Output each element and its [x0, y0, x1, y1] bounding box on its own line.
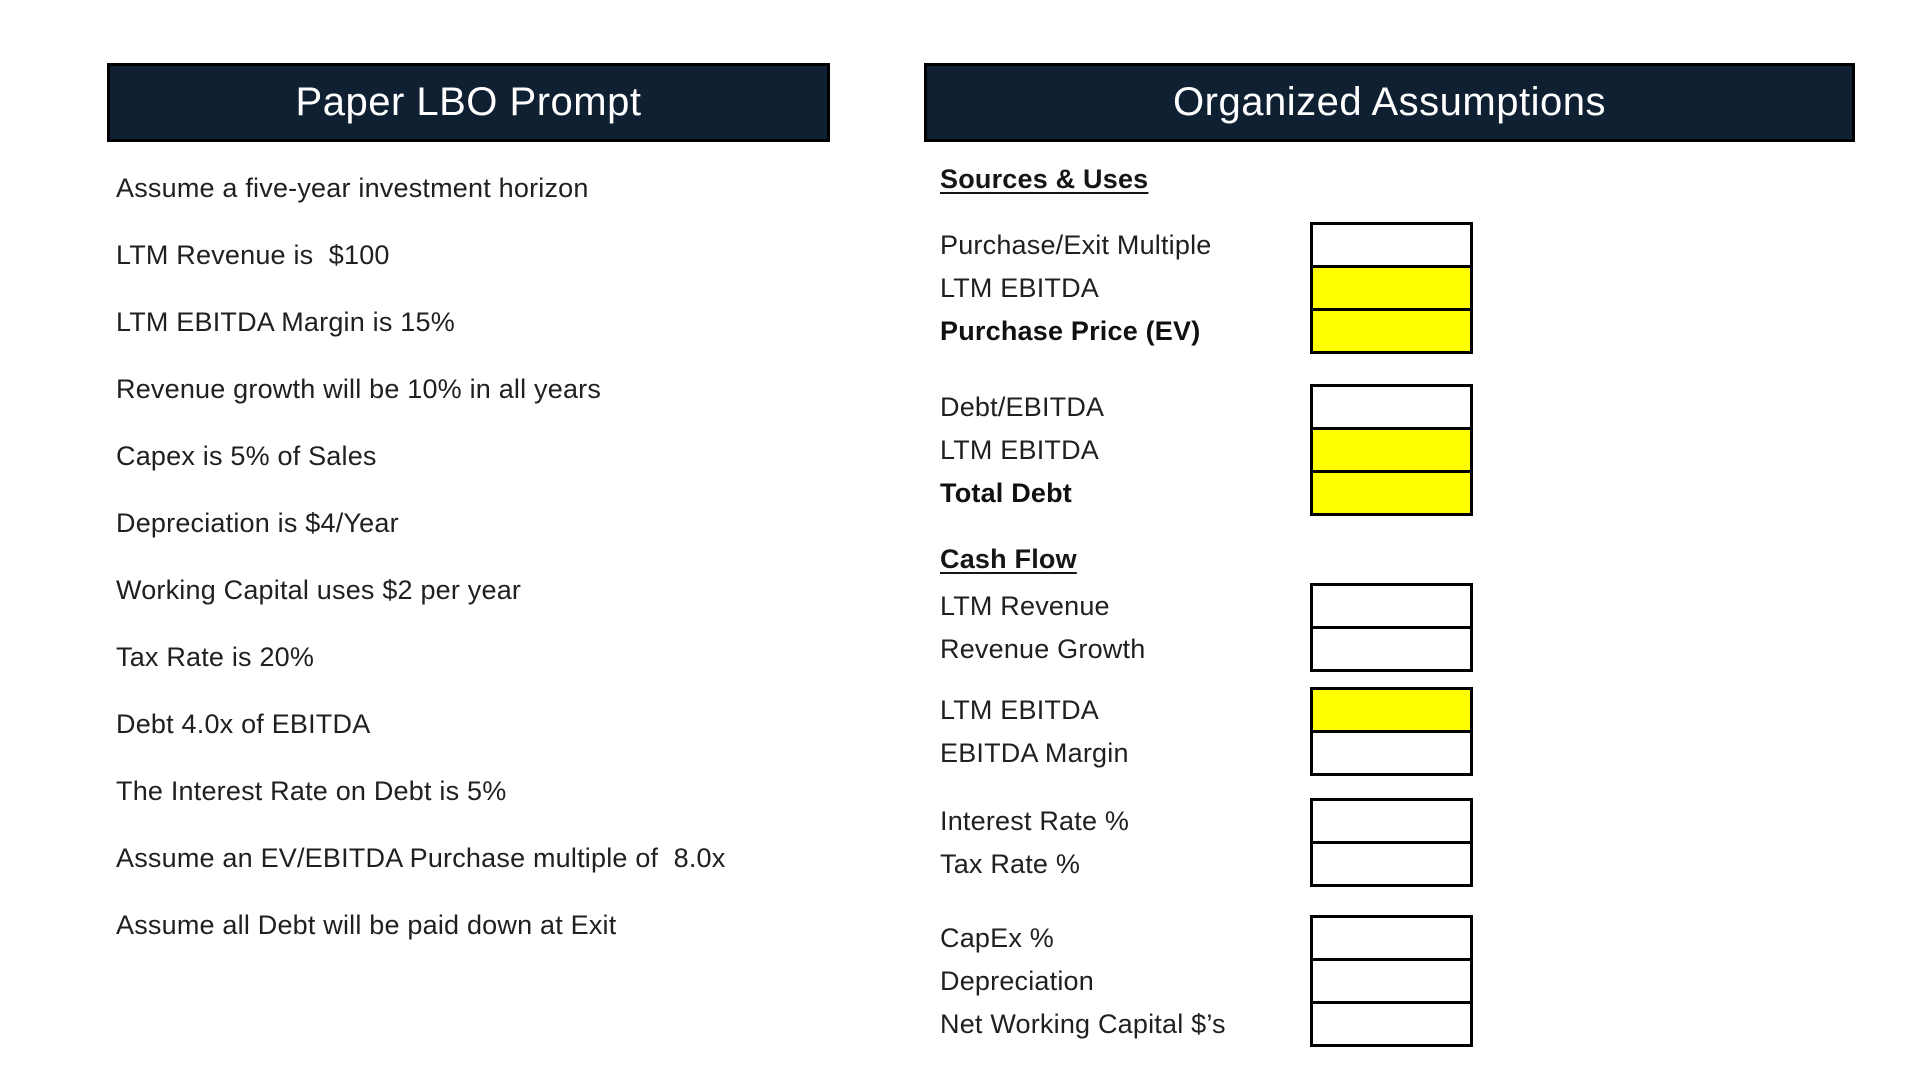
- ltm-ebitda-label: LTM EBITDA: [940, 273, 1100, 303]
- assumption-row: Total Debt: [940, 470, 1500, 516]
- prompt-item-3: LTM EBITDA Margin is 15%: [116, 307, 455, 337]
- ltm-ebitda-cell[interactable]: [1310, 265, 1473, 311]
- left-panel-header: Paper LBO Prompt: [107, 63, 830, 142]
- tax-rate-label: Tax Rate %: [940, 849, 1081, 879]
- ltm-ebitda-cell[interactable]: [1310, 427, 1473, 473]
- sources-uses-heading: Sources & Uses: [940, 164, 1149, 194]
- revenue-group: LTM Revenue Revenue Growth: [940, 583, 1500, 672]
- prompt-item-10: The Interest Rate on Debt is 5%: [116, 776, 507, 806]
- assumption-row: LTM EBITDA: [940, 265, 1500, 311]
- prompt-item-2: LTM Revenue is $100: [116, 240, 390, 270]
- rates-group: Interest Rate % Tax Rate %: [940, 798, 1500, 887]
- ebitda-margin-label: EBITDA Margin: [940, 738, 1129, 768]
- prompt-item-7: Working Capital uses $2 per year: [116, 575, 522, 605]
- total-debt-cell[interactable]: [1310, 470, 1473, 516]
- assumption-row: CapEx %: [940, 915, 1500, 961]
- capex-group: CapEx % Depreciation Net Working Capital $…: [940, 915, 1500, 1047]
- net-working-capital-s-cell[interactable]: [1310, 1001, 1473, 1047]
- purchase-group: Purchase/Exit Multiple LTM EBITDA Purchase…: [940, 222, 1500, 354]
- interest-rate-label: Interest Rate %: [940, 806, 1130, 836]
- prompt-item-8: Tax Rate is 20%: [116, 642, 315, 672]
- purchase-exit-multiple-cell[interactable]: [1310, 222, 1473, 268]
- prompt-item-11: Assume an EV/EBITDA Purchase multiple of…: [116, 843, 726, 873]
- ltm-revenue-cell[interactable]: [1310, 583, 1473, 629]
- assumption-row: LTM EBITDA: [940, 427, 1500, 473]
- assumption-row: Depreciation: [940, 958, 1500, 1004]
- debt-group: Debt/EBITDA LTM EBITDA Total Debt: [940, 384, 1500, 516]
- ebitda-group: LTM EBITDA EBITDA Margin: [940, 687, 1500, 776]
- capex-label: CapEx %: [940, 923, 1054, 953]
- debt-ebitda-label: Debt/EBITDA: [940, 392, 1105, 422]
- ltm-ebitda-label: LTM EBITDA: [940, 695, 1100, 725]
- assumption-row: Debt/EBITDA: [940, 384, 1500, 430]
- assumption-row: Purchase Price (EV): [940, 308, 1500, 354]
- depreciation-cell[interactable]: [1310, 958, 1473, 1004]
- assumption-row: Interest Rate %: [940, 798, 1500, 844]
- debt-ebitda-cell[interactable]: [1310, 384, 1473, 430]
- purchase-exit-multiple-label: Purchase/Exit Multiple: [940, 230, 1212, 260]
- prompt-item-6: Depreciation is $4/Year: [116, 508, 399, 538]
- prompt-item-1: Assume a five-year investment horizon: [116, 173, 589, 203]
- cash-flow-heading: Cash Flow: [940, 544, 1077, 574]
- assumption-row: Purchase/Exit Multiple: [940, 222, 1500, 268]
- assumption-row: Revenue Growth: [940, 626, 1500, 672]
- assumption-row: Net Working Capital $’s: [940, 1001, 1500, 1047]
- revenue-growth-label: Revenue Growth: [940, 634, 1146, 664]
- assumption-row: LTM Revenue: [940, 583, 1500, 629]
- ltm-ebitda-cell[interactable]: [1310, 687, 1473, 733]
- prompt-item-12: Assume all Debt will be paid down at Exi…: [116, 910, 617, 940]
- interest-rate-cell[interactable]: [1310, 798, 1473, 844]
- assumption-row: EBITDA Margin: [940, 730, 1500, 776]
- capex-cell[interactable]: [1310, 915, 1473, 961]
- revenue-growth-cell[interactable]: [1310, 626, 1473, 672]
- prompt-item-5: Capex is 5% of Sales: [116, 441, 377, 471]
- purchase-price-ev-cell[interactable]: [1310, 308, 1473, 354]
- right-panel-title: Organized Assumptions: [1173, 80, 1606, 124]
- right-panel-header: Organized Assumptions: [924, 63, 1855, 142]
- assumption-row: LTM EBITDA: [940, 687, 1500, 733]
- left-panel-title: Paper LBO Prompt: [295, 80, 642, 124]
- purchase-price-ev-label: Purchase Price (EV): [940, 316, 1201, 346]
- prompt-item-4: Revenue growth will be 10% in all years: [116, 374, 602, 404]
- ebitda-margin-cell[interactable]: [1310, 730, 1473, 776]
- net-working-capital-s-label: Net Working Capital $’s: [940, 1009, 1226, 1039]
- tax-rate-cell[interactable]: [1310, 841, 1473, 887]
- prompt-item-9: Debt 4.0x of EBITDA: [116, 709, 371, 739]
- depreciation-label: Depreciation: [940, 966, 1094, 996]
- total-debt-label: Total Debt: [940, 478, 1072, 508]
- ltm-revenue-label: LTM Revenue: [940, 591, 1110, 621]
- assumption-row: Tax Rate %: [940, 841, 1500, 887]
- ltm-ebitda-label: LTM EBITDA: [940, 435, 1100, 465]
- prompt-list: Assume a five-year investment horizon LTM…: [116, 155, 816, 959]
